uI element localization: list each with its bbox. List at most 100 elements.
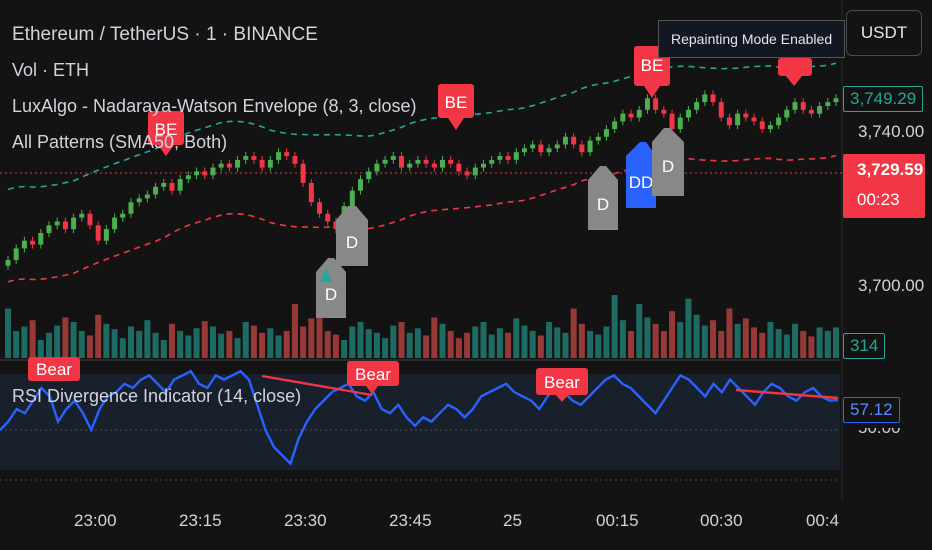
svg-text:DD: DD: [629, 173, 654, 192]
candle-body: [415, 159, 421, 164]
candle-body: [751, 117, 757, 122]
candle-body: [661, 109, 667, 114]
panel-separators: [0, 0, 843, 500]
volume-legend[interactable]: Vol · ETH: [12, 60, 90, 80]
volume-bar: [636, 304, 643, 358]
volume-bar: [546, 322, 553, 358]
envelope-legend[interactable]: LuxAlgo - Nadaraya-Watson Envelope (8, 3…: [12, 96, 417, 116]
upper-envelope-band: [7, 62, 837, 191]
volume-bar: [652, 323, 659, 358]
candle-body: [317, 202, 323, 214]
volume-bar: [824, 331, 831, 358]
repainting-tooltip: Repainting Mode Enabled: [658, 20, 846, 58]
candle-body: [685, 109, 691, 118]
volume-bar: [677, 322, 684, 358]
volume-bar: [234, 338, 241, 358]
volume-bar: [316, 313, 323, 358]
candle-body: [267, 159, 273, 168]
candle-body: [710, 94, 716, 103]
doji-label: D: [316, 258, 346, 318]
volume-bar: [365, 329, 372, 358]
candle-body: [185, 175, 191, 180]
candle-body: [776, 117, 782, 126]
price-tick: 3,700.00: [858, 276, 925, 295]
volume-bar: [152, 332, 159, 358]
candle-body: [21, 240, 27, 249]
rsi-legend[interactable]: RSI Divergence Indicator (14, close): [12, 386, 302, 406]
volume-bar: [54, 325, 61, 358]
patterns-legend[interactable]: All Patterns (SMA50, Both): [12, 132, 228, 152]
candle-body: [399, 156, 405, 168]
candle-body: [218, 163, 224, 168]
candle-body: [497, 156, 503, 160]
bearish-engulfing-label: BE: [438, 84, 474, 130]
volume-bar: [554, 327, 561, 358]
volume-bar: [136, 331, 143, 358]
candle-body: [480, 163, 486, 168]
volume-bar: [111, 329, 118, 358]
rsi-value-box: 57.12: [843, 397, 900, 423]
volume-bar: [693, 314, 700, 358]
candle-body: [284, 152, 290, 157]
time-tick: 23:45: [389, 511, 432, 530]
candle-body: [112, 217, 118, 230]
volume-bar: [464, 332, 471, 358]
volume-bar: [808, 336, 815, 358]
volume-bar: [144, 320, 151, 358]
volume-bar: [775, 329, 782, 358]
currency-button[interactable]: USDT: [846, 10, 922, 56]
candle-body: [144, 194, 150, 199]
svg-text:Bear: Bear: [544, 373, 580, 392]
candle-body: [538, 144, 544, 153]
symbol-title[interactable]: Ethereum / TetherUS · 1 · BINANCE: [12, 24, 318, 45]
candle-body: [276, 152, 282, 160]
time-tick: 23:00: [74, 511, 117, 530]
volume-bar: [783, 334, 790, 358]
time-tick: 00:15: [596, 511, 639, 530]
volume-bar: [644, 317, 651, 358]
doji-combo-label: DD: [626, 142, 656, 208]
volume-bar: [447, 331, 454, 358]
candle-body: [374, 163, 380, 172]
candle-body: [210, 167, 216, 176]
volume-bar: [13, 331, 20, 358]
candle-body: [464, 171, 470, 176]
candle-body: [62, 221, 68, 230]
volume-bar: [193, 328, 200, 358]
volume-bar: [332, 334, 339, 358]
volume-bar: [226, 331, 233, 358]
svg-text:BE: BE: [155, 120, 178, 139]
volume-bar: [283, 331, 290, 358]
volume-bar: [209, 326, 216, 358]
volume-bar: [455, 338, 462, 358]
volume-bar: [521, 325, 528, 358]
volume-bar: [127, 326, 134, 358]
volume-bar: [619, 320, 626, 358]
candle-body: [694, 102, 700, 110]
volume-bar: [578, 323, 585, 358]
volume-bar: [816, 327, 823, 358]
volume-bar: [250, 325, 257, 358]
candle-body: [194, 171, 200, 176]
volume-bar: [488, 334, 495, 358]
volume-bar: [218, 333, 225, 358]
price-tick: 3,740.00: [858, 122, 925, 141]
volume-bar: [734, 323, 741, 358]
volume-bar: [119, 338, 126, 358]
svg-text:D: D: [325, 285, 337, 304]
bear-label: Bear: [347, 361, 399, 394]
doji-label: D: [588, 166, 618, 230]
volume-bar: [29, 320, 36, 358]
volume-bar: [718, 331, 725, 358]
volume-bar: [160, 340, 167, 358]
candle-body: [382, 159, 388, 164]
candle-body: [235, 159, 241, 168]
candle-body: [784, 109, 790, 118]
volume-value-box: 314: [843, 333, 886, 359]
volume-bar: [242, 322, 249, 358]
volume-bar: [45, 332, 52, 358]
volume-bar: [570, 308, 577, 358]
volume-bar: [472, 326, 479, 358]
volume-bar: [275, 335, 282, 358]
